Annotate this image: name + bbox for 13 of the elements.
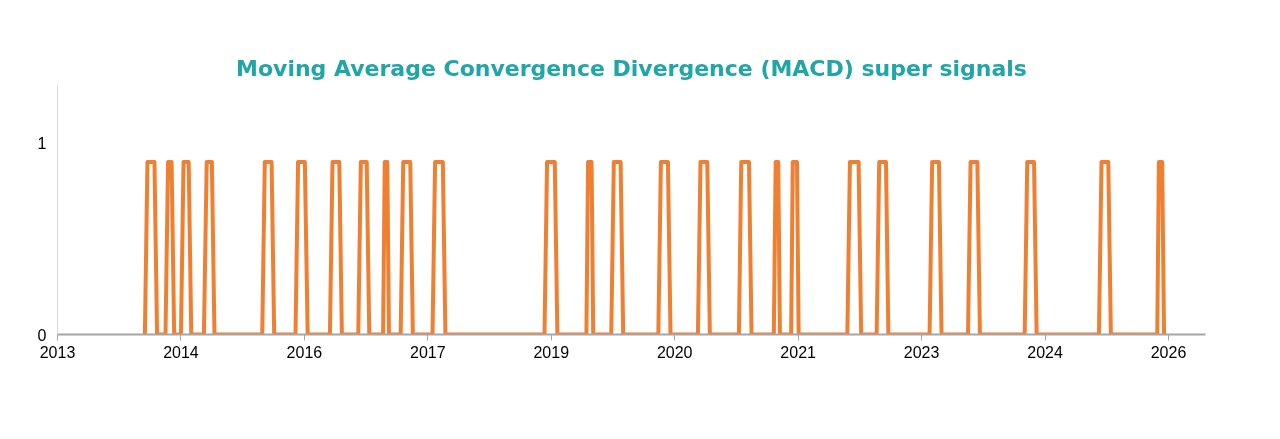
chart-title: Moving Average Convergence Divergence (MACD) super signals (236, 55, 1027, 81)
y-tick-label: 0 (37, 326, 47, 344)
x-tick-label: 2021 (780, 343, 817, 361)
x-tick-label: 2020 (656, 343, 693, 361)
x-tick-label: 2014 (163, 343, 199, 361)
x-tick-label: 2016 (286, 343, 323, 361)
x-tick-label: 2023 (903, 343, 940, 361)
x-tick-label: 2024 (1027, 343, 1063, 361)
x-tick-label: 2026 (1150, 343, 1187, 361)
x-tick-label: 2013 (39, 343, 76, 361)
x-tick-label: 2017 (410, 343, 446, 361)
x-tick-label: 2019 (533, 343, 570, 361)
y-tick-label: 1 (37, 134, 47, 152)
